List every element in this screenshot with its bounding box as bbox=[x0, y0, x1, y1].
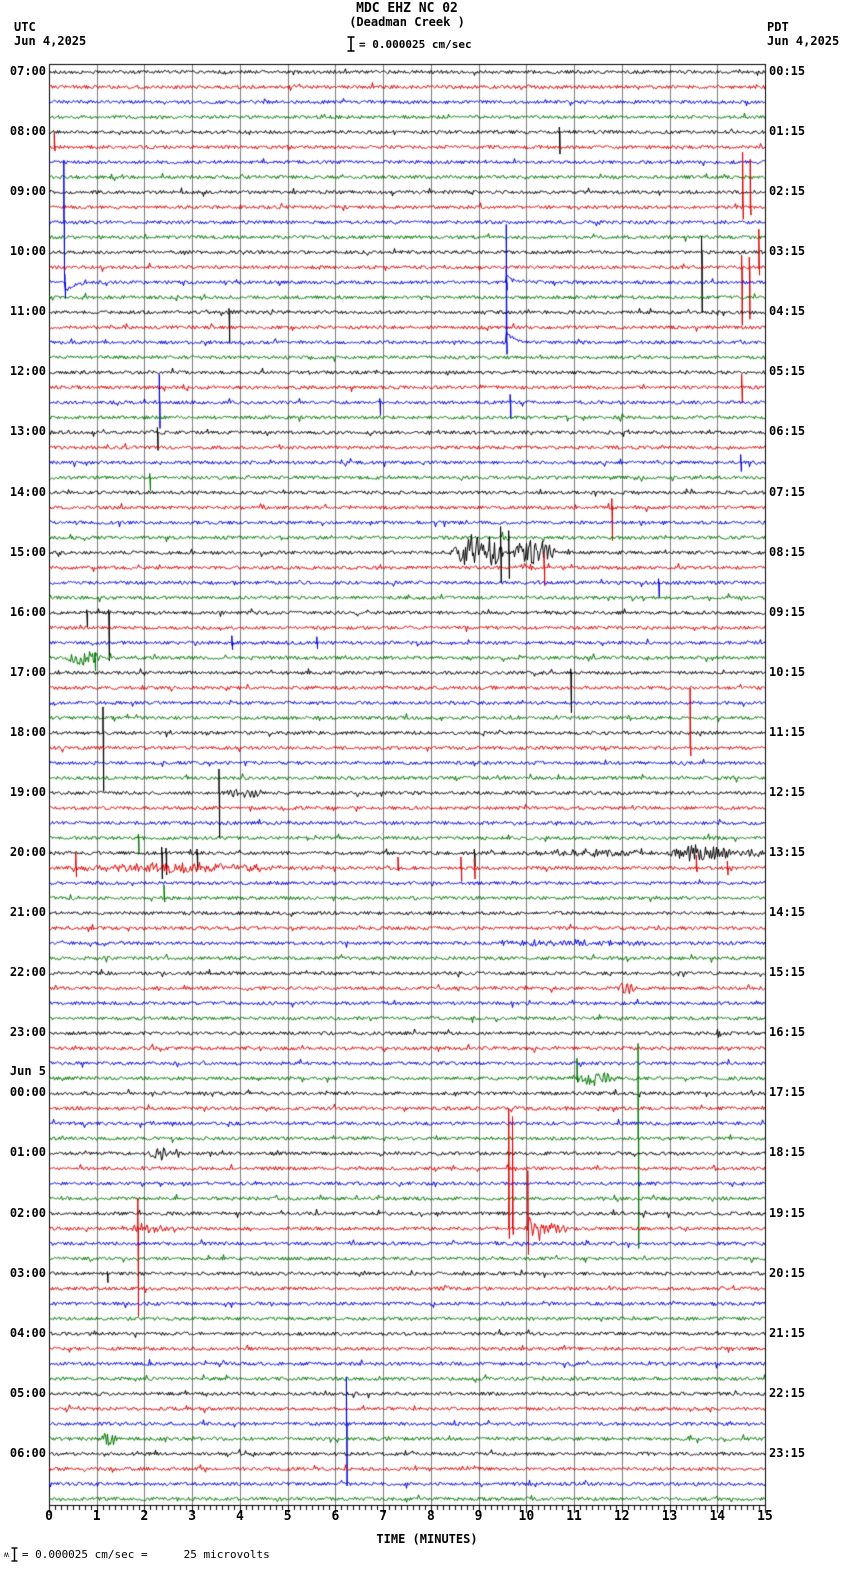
x-tick-label: 2 bbox=[140, 1509, 149, 1524]
utc-hour-label: 14:00 bbox=[9, 484, 46, 499]
pdt-hour-label: 18:15 bbox=[769, 1145, 806, 1160]
utc-hour-label: 07:00 bbox=[9, 64, 46, 78]
x-tick-label: 0 bbox=[45, 1509, 53, 1524]
x-tick-label: 12 bbox=[613, 1509, 630, 1524]
left-date: Jun 4,2025 bbox=[14, 34, 87, 48]
pdt-hour-label: 02:15 bbox=[769, 184, 806, 199]
pdt-hour-label: 15:15 bbox=[769, 965, 806, 980]
pdt-hour-label: 21:15 bbox=[769, 1325, 806, 1340]
right-timezone: PDT bbox=[767, 20, 789, 34]
pdt-hour-label: 22:15 bbox=[769, 1385, 806, 1400]
utc-hour-label: 10:00 bbox=[9, 244, 46, 259]
pdt-hour-label: 13:15 bbox=[769, 845, 806, 860]
utc-hour-label: 20:00 bbox=[9, 845, 46, 860]
pdt-hour-label: 04:15 bbox=[769, 304, 806, 319]
footer-scale-value: 25 microvolts bbox=[183, 1548, 270, 1561]
x-tick-label: 1 bbox=[92, 1509, 101, 1524]
utc-hour-label: 19:00 bbox=[9, 784, 46, 799]
page-title: MDC EHZ NC 02 bbox=[356, 1, 458, 16]
x-tick-label: 10 bbox=[518, 1509, 535, 1524]
pdt-hour-label: 23:15 bbox=[769, 1445, 806, 1460]
utc-hour-label: 23:00 bbox=[9, 1025, 46, 1040]
pdt-hour-label: 03:15 bbox=[769, 244, 806, 259]
scale-bar-icon bbox=[347, 36, 355, 52]
utc-hour-label: 11:00 bbox=[9, 304, 46, 319]
x-tick-label: 5 bbox=[283, 1509, 292, 1524]
utc-hour-label: 21:00 bbox=[9, 905, 46, 920]
utc-hour-label: 15:00 bbox=[9, 544, 46, 559]
x-tick-label: 8 bbox=[426, 1509, 435, 1524]
amplitude-scale: = 0.000025 cm/sec bbox=[347, 36, 472, 52]
pdt-hour-label: 07:15 bbox=[769, 484, 806, 499]
pdt-hour-label: 17:15 bbox=[769, 1085, 806, 1100]
utc-hour-label: 05:00 bbox=[9, 1385, 46, 1400]
pdt-hour-label: 00:15 bbox=[769, 64, 806, 78]
pdt-hour-label: 10:15 bbox=[769, 664, 806, 679]
x-tick-label: 11 bbox=[566, 1509, 582, 1524]
utc-hour-label: 03:00 bbox=[9, 1265, 46, 1280]
footer-scale-note: ʍ = 0.000025 cm/sec = 25 microvolts bbox=[4, 1547, 270, 1562]
footer-scale-text: = 0.000025 cm/sec = bbox=[21, 1548, 148, 1561]
scale-label: = 0.000025 cm/sec bbox=[359, 37, 472, 51]
utc-hour-label: 12:00 bbox=[9, 364, 46, 379]
x-tick-label: 6 bbox=[331, 1509, 340, 1524]
x-tick-label: 7 bbox=[379, 1509, 388, 1524]
pdt-hour-label: 14:15 bbox=[769, 905, 806, 920]
pdt-hour-label: 11:15 bbox=[769, 724, 806, 739]
utc-hour-label: 02:00 bbox=[9, 1205, 46, 1220]
utc-hour-label: 13:00 bbox=[9, 424, 46, 439]
x-tick-label: 3 bbox=[188, 1509, 197, 1524]
pdt-hour-label: 12:15 bbox=[769, 784, 806, 799]
left-timezone: UTC bbox=[14, 20, 36, 34]
x-tick-label: 9 bbox=[474, 1509, 483, 1524]
pdt-hour-label: 19:15 bbox=[769, 1205, 806, 1220]
utc-hour-label: 06:00 bbox=[9, 1445, 46, 1460]
utc-hour-label: 17:00 bbox=[9, 664, 46, 679]
date-change-note: Jun 5 bbox=[9, 1064, 46, 1079]
x-tick-label: 15 bbox=[757, 1509, 773, 1524]
utc-hour-label: 04:00 bbox=[9, 1325, 46, 1340]
pdt-hour-label: 06:15 bbox=[769, 424, 806, 439]
x-tick-label: 14 bbox=[709, 1509, 726, 1524]
pdt-hour-label: 01:15 bbox=[769, 124, 806, 139]
pdt-hour-label: 09:15 bbox=[769, 604, 806, 619]
pdt-hour-label: 08:15 bbox=[769, 544, 806, 559]
pdt-hour-label: 20:15 bbox=[769, 1265, 806, 1280]
station-subtitle: (Deadman Creek ) bbox=[349, 15, 465, 29]
utc-hour-label: 22:00 bbox=[9, 965, 46, 980]
pdt-hour-label: 05:15 bbox=[769, 364, 806, 379]
x-axis-title: TIME (MINUTES) bbox=[376, 1532, 478, 1546]
utc-hour-label: 08:00 bbox=[9, 124, 46, 139]
x-tick-label: 13 bbox=[661, 1509, 678, 1524]
x-tick-label: 4 bbox=[236, 1509, 244, 1524]
utc-hour-label: 00:00 bbox=[9, 1085, 46, 1100]
scale-bar-icon bbox=[11, 1547, 18, 1562]
footer-prefix-glyph: ʍ bbox=[4, 1550, 9, 1559]
utc-hour-label: 09:00 bbox=[9, 184, 46, 199]
utc-hour-label: 18:00 bbox=[9, 724, 46, 739]
right-date: Jun 4,2025 bbox=[767, 34, 840, 48]
utc-hour-label: 16:00 bbox=[9, 604, 46, 619]
utc-hour-label: 01:00 bbox=[9, 1145, 46, 1160]
pdt-hour-label: 16:15 bbox=[769, 1025, 806, 1040]
